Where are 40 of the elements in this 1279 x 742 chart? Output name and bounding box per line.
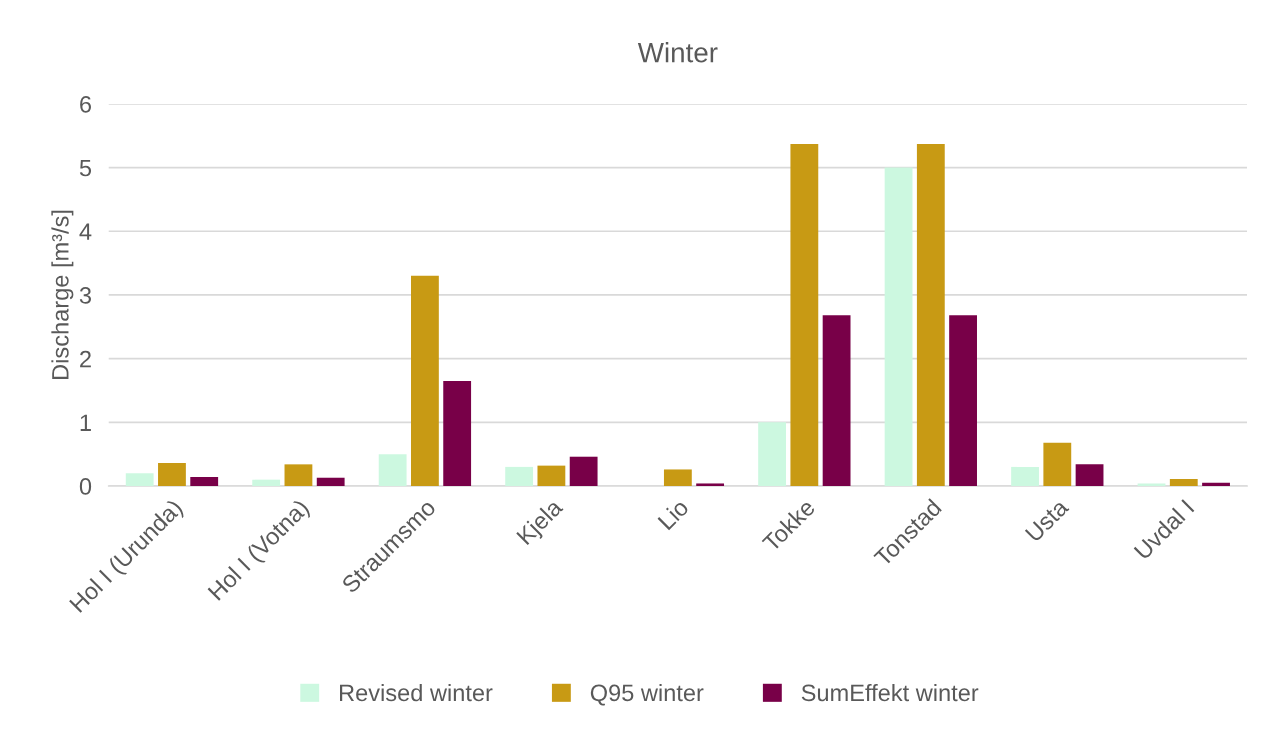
legend-label: Revised winter [340,683,493,702]
bar [284,464,313,487]
y-tick-label: 1 [80,414,91,431]
x-tick-label: Usta [1024,497,1070,543]
bar [252,479,281,487]
bar [822,315,851,487]
y-tick-label: 2 [80,350,91,368]
x-tick-label: Lio [656,497,690,531]
bar [505,466,534,487]
y-tick-label: 3 [79,287,92,304]
bar [949,315,977,487]
bar [569,456,598,487]
y-axis-title: Discharge [m³/s] [51,210,74,379]
legend-label: SumEffekt winter [801,683,979,702]
bar [916,144,945,487]
bar [378,454,407,487]
bar [663,469,692,487]
bar [1011,466,1039,487]
bar [790,144,819,487]
bar [190,477,219,487]
bar [316,477,345,487]
bar [443,380,472,487]
legend-label: Q95 winter [590,683,704,706]
y-tick-label: 5 [79,159,92,177]
bar [125,473,154,487]
bar [537,465,566,487]
bar [1075,464,1104,487]
bar [696,483,725,487]
chart-title: Winter [637,42,718,63]
y-tick-label: 4 [79,223,92,240]
bar [1043,442,1072,487]
bar [884,167,913,487]
bar [1202,482,1230,487]
y-tick-label: 6 [80,95,92,113]
bar [1169,479,1198,487]
bar [758,422,787,487]
y-tick-label: 0 [79,478,92,495]
bar [158,463,186,487]
bar [1137,483,1166,487]
bar [411,275,439,487]
